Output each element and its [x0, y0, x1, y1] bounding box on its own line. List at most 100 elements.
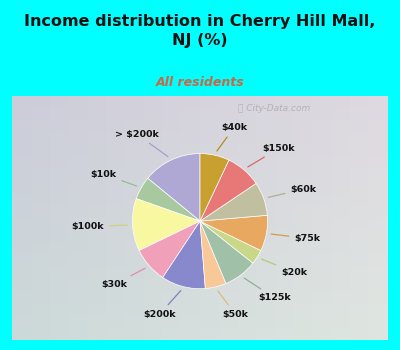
Bar	[238, 254, 256, 267]
Bar	[275, 133, 294, 145]
Bar	[200, 267, 219, 279]
Bar	[125, 267, 144, 279]
Bar	[294, 194, 313, 206]
Bar	[162, 315, 181, 327]
Bar	[219, 157, 238, 169]
Bar	[350, 145, 369, 157]
Bar	[313, 145, 332, 157]
Bar	[256, 145, 275, 157]
Bar	[181, 327, 200, 340]
Bar	[275, 194, 294, 206]
Bar	[50, 242, 68, 254]
Bar	[313, 108, 332, 120]
Text: $60k: $60k	[268, 185, 316, 197]
Bar	[68, 267, 87, 279]
Bar	[31, 303, 50, 315]
Bar	[275, 254, 294, 267]
Wedge shape	[163, 221, 205, 289]
Bar	[68, 133, 87, 145]
Bar	[106, 315, 125, 327]
Bar	[106, 157, 125, 169]
Bar	[12, 279, 31, 291]
Bar	[144, 254, 162, 267]
Bar	[313, 267, 332, 279]
Bar	[200, 194, 219, 206]
Bar	[144, 242, 162, 254]
Bar	[275, 327, 294, 340]
Bar	[106, 303, 125, 315]
Bar	[313, 120, 332, 133]
Bar	[68, 145, 87, 157]
Bar	[181, 267, 200, 279]
Bar	[87, 218, 106, 230]
Bar	[219, 108, 238, 120]
Bar	[12, 303, 31, 315]
Bar	[256, 194, 275, 206]
Bar	[200, 206, 219, 218]
Bar	[50, 327, 68, 340]
Bar	[162, 120, 181, 133]
Bar	[181, 157, 200, 169]
Bar	[162, 230, 181, 242]
Bar	[162, 254, 181, 267]
Bar	[256, 279, 275, 291]
Bar	[369, 315, 388, 327]
Bar	[369, 254, 388, 267]
Bar	[219, 315, 238, 327]
Bar	[350, 181, 369, 194]
Bar	[50, 303, 68, 315]
Bar	[200, 279, 219, 291]
Text: ⓘ City-Data.com: ⓘ City-Data.com	[238, 104, 310, 113]
Bar	[256, 327, 275, 340]
Bar	[162, 133, 181, 145]
Bar	[200, 108, 219, 120]
Bar	[144, 315, 162, 327]
Bar	[50, 206, 68, 218]
Bar	[256, 267, 275, 279]
Bar	[256, 120, 275, 133]
Bar	[125, 108, 144, 120]
Bar	[12, 267, 31, 279]
Bar	[162, 157, 181, 169]
Bar	[106, 181, 125, 194]
Bar	[181, 96, 200, 108]
Bar	[238, 242, 256, 254]
Bar	[106, 145, 125, 157]
Bar	[106, 254, 125, 267]
Bar	[369, 206, 388, 218]
Bar	[50, 279, 68, 291]
Bar	[350, 108, 369, 120]
Text: $150k: $150k	[248, 144, 295, 167]
Bar	[238, 315, 256, 327]
Bar	[238, 327, 256, 340]
Bar	[294, 145, 313, 157]
Bar	[125, 206, 144, 218]
Bar	[50, 169, 68, 181]
Bar	[369, 96, 388, 108]
Text: $20k: $20k	[262, 259, 307, 276]
Bar	[256, 254, 275, 267]
Bar	[31, 194, 50, 206]
Bar	[50, 133, 68, 145]
Wedge shape	[200, 183, 267, 221]
Bar	[144, 327, 162, 340]
Bar	[313, 279, 332, 291]
Bar	[106, 218, 125, 230]
Bar	[106, 169, 125, 181]
Bar	[294, 157, 313, 169]
Bar	[68, 303, 87, 315]
Bar	[125, 303, 144, 315]
Bar	[144, 96, 162, 108]
Bar	[294, 291, 313, 303]
Bar	[294, 242, 313, 254]
Bar	[200, 181, 219, 194]
Bar	[200, 96, 219, 108]
Bar	[106, 242, 125, 254]
Bar	[162, 267, 181, 279]
Bar	[275, 181, 294, 194]
Bar	[219, 133, 238, 145]
Wedge shape	[136, 178, 200, 221]
Bar	[12, 242, 31, 254]
Bar	[219, 181, 238, 194]
Bar	[200, 254, 219, 267]
